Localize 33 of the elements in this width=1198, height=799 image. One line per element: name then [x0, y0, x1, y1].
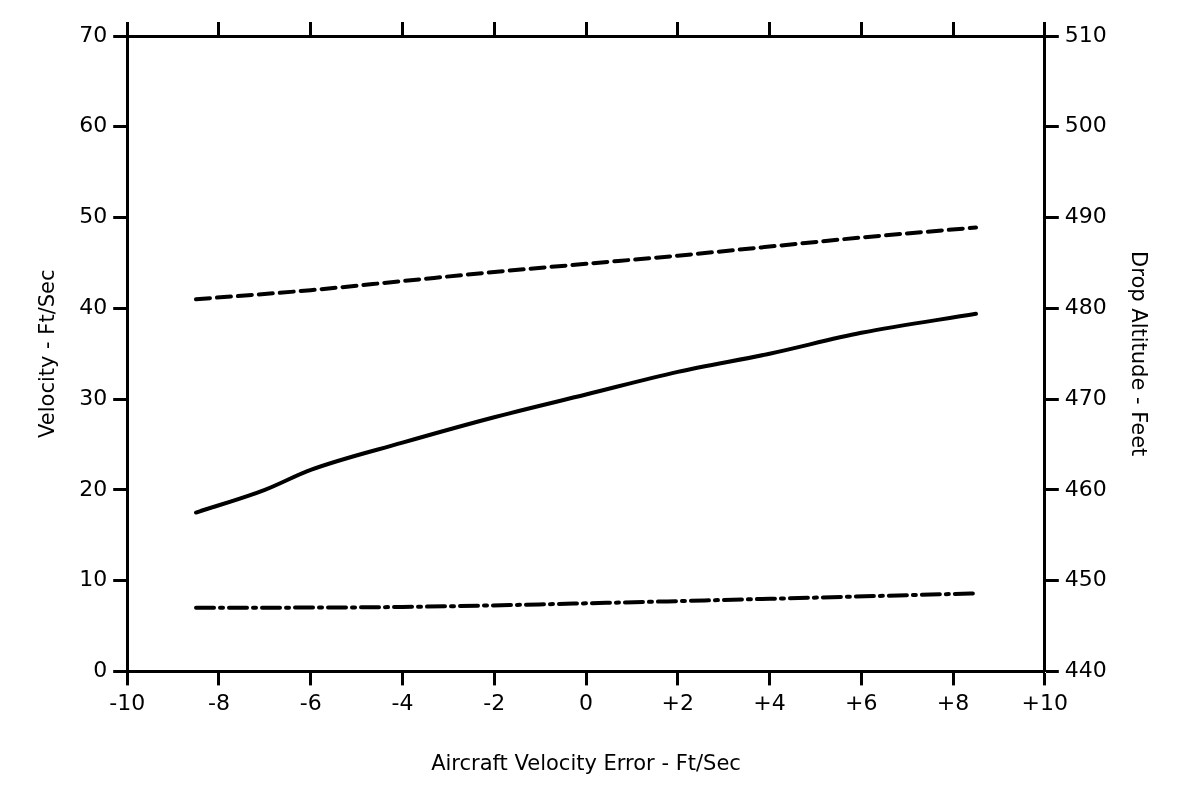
y-axis-title: Velocity - Ft/Sec — [35, 269, 60, 438]
y2-tick-label: 490 — [1064, 203, 1107, 229]
y-tick-label: 10 — [79, 566, 108, 592]
y2-tick-label: 450 — [1064, 566, 1107, 592]
x-tick-label: +2 — [661, 690, 694, 716]
x-tick-label: +10 — [1021, 690, 1069, 716]
y2-tick-label: 500 — [1064, 112, 1107, 138]
x-tick-label: -10 — [109, 690, 146, 716]
y-tick-label: 0 — [93, 657, 108, 683]
y2-tick-label: 480 — [1064, 294, 1107, 320]
line-series — [194, 311, 978, 515]
y-tick-label: 70 — [79, 21, 108, 47]
y2-axis-title: Drop Altitude - Feet — [1126, 251, 1151, 457]
y-tick-label: 40 — [79, 294, 108, 320]
y-tick-label: 20 — [79, 475, 108, 501]
y-tick-label: 50 — [79, 203, 108, 229]
x-tick-label: +6 — [845, 690, 878, 716]
y-tick-label: 30 — [79, 384, 108, 410]
x-tick-label: -4 — [391, 690, 414, 716]
x-tick-label: 0 — [579, 690, 593, 716]
y2-tick-label: 460 — [1064, 475, 1107, 501]
x-tick-label: -6 — [299, 690, 322, 716]
line-series — [194, 591, 978, 610]
y2-tick-label: 440 — [1064, 657, 1107, 683]
x-tick-label: -8 — [207, 690, 230, 716]
x-tick-label: +8 — [936, 690, 970, 716]
x-tick-label: -2 — [483, 690, 506, 716]
x-axis-title: Aircraft Velocity Error - Ft/Sec — [431, 750, 741, 775]
line-series — [194, 225, 978, 302]
y2-tick-label: 470 — [1064, 384, 1107, 410]
y-tick-label: 60 — [79, 112, 108, 138]
y2-tick-label: 510 — [1064, 21, 1107, 47]
x-tick-label: +4 — [753, 690, 786, 716]
